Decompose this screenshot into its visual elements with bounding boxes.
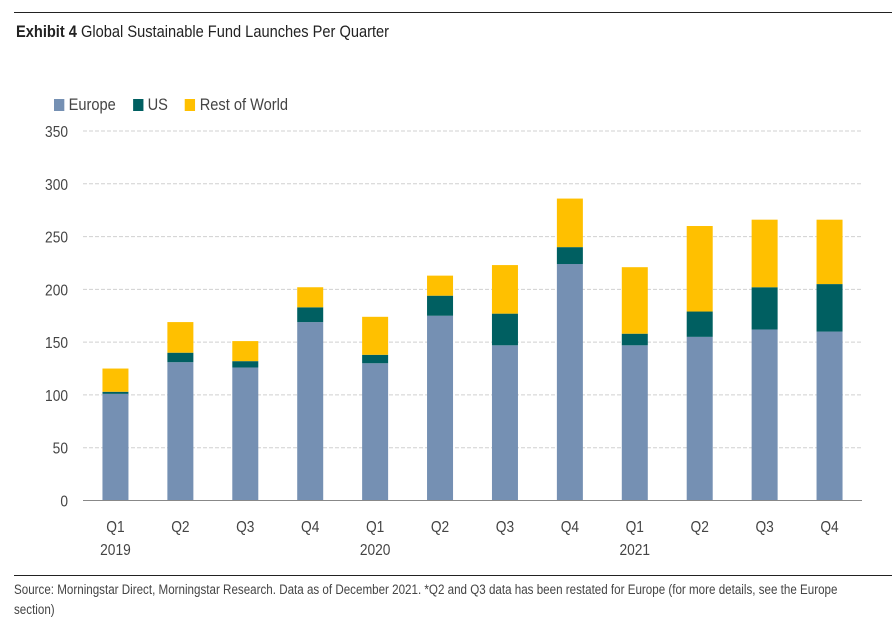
bar-europe bbox=[232, 367, 259, 501]
legend-item-us: US bbox=[132, 95, 168, 115]
bar-europe bbox=[751, 329, 778, 501]
bar-europe bbox=[686, 336, 713, 501]
bottom-rule bbox=[14, 575, 892, 576]
bar-europe bbox=[427, 315, 454, 501]
bar-rest-of-world bbox=[102, 368, 129, 392]
bar-rest-of-world bbox=[816, 219, 843, 285]
bar-us bbox=[751, 287, 778, 330]
x-tick-label: Q1 bbox=[106, 518, 124, 536]
x-tick-label: Q1 bbox=[366, 518, 384, 536]
legend-swatch-us bbox=[132, 99, 144, 111]
x-tick-year-label: 2021 bbox=[619, 541, 650, 559]
legend-item-europe: Europe bbox=[54, 95, 116, 115]
y-tick-label: 300 bbox=[45, 176, 68, 194]
bar-rest-of-world bbox=[621, 267, 648, 334]
x-tick-label: Q2 bbox=[171, 518, 189, 536]
x-tick-label: Q2 bbox=[691, 518, 709, 536]
bar-europe bbox=[621, 345, 648, 501]
legend-label-rest-of-world: Rest of World bbox=[199, 95, 289, 114]
y-tick-label: 0 bbox=[60, 493, 68, 511]
y-axis-ticks: 0 50 100 150 200 250 300 350 bbox=[45, 123, 68, 511]
chart-canvas: 0 50 100 150 200 250 300 350 Q1 2019 Q2 Q3 Q4 Q1 2020… bbox=[45, 123, 862, 559]
x-tick-label: Q4 bbox=[301, 518, 319, 536]
bar-rest-of-world bbox=[751, 219, 778, 288]
bar-us bbox=[491, 313, 518, 346]
bar-us bbox=[232, 361, 259, 368]
bar-rest-of-world bbox=[491, 265, 518, 314]
bar-rest-of-world bbox=[427, 275, 454, 296]
bar-us bbox=[621, 333, 648, 346]
y-tick-label: 100 bbox=[45, 387, 68, 405]
legend: Europe US Rest of World bbox=[54, 95, 305, 115]
bar-rest-of-world bbox=[362, 316, 389, 355]
bar-rest-of-world bbox=[297, 287, 324, 308]
bar-europe bbox=[362, 363, 389, 501]
bar-rest-of-world bbox=[556, 198, 583, 248]
legend-swatch-europe bbox=[54, 99, 65, 111]
bar-us bbox=[816, 284, 843, 332]
bar-europe bbox=[102, 393, 129, 501]
bar-us bbox=[297, 307, 324, 323]
bars bbox=[102, 198, 843, 501]
bar-rest-of-world bbox=[686, 226, 713, 312]
bar-europe bbox=[167, 362, 194, 501]
bar-us bbox=[686, 311, 713, 337]
bar-us bbox=[362, 354, 389, 364]
x-tick-label: Q3 bbox=[496, 518, 514, 536]
x-axis-ticks: Q1 2019 Q2 Q3 Q4 Q1 2020 Q2 Q3 Q4 Q1 2021 Q2 Q3 Q4 bbox=[100, 518, 839, 559]
y-tick-label: 150 bbox=[45, 334, 68, 352]
title-text: Global Sustainable Fund Launches Per Qua… bbox=[81, 22, 390, 41]
x-tick-year-label: 2020 bbox=[360, 541, 391, 559]
bar-us bbox=[556, 247, 583, 265]
legend-swatch-rest-of-world bbox=[185, 99, 196, 111]
chart-title: Exhibit 4 Global Sustainable Fund Launch… bbox=[16, 22, 389, 42]
bar-us bbox=[102, 391, 129, 394]
legend-item-rest-of-world: Rest of World bbox=[185, 95, 288, 115]
x-tick-label: Q1 bbox=[626, 518, 644, 536]
legend-label-europe: Europe bbox=[68, 95, 116, 114]
bar-us bbox=[167, 352, 194, 363]
y-tick-label: 250 bbox=[45, 229, 68, 247]
x-tick-label: Q3 bbox=[236, 518, 254, 536]
bar-europe bbox=[556, 264, 583, 501]
bar-rest-of-world bbox=[232, 341, 259, 362]
gridlines bbox=[83, 130, 862, 449]
x-tick-label: Q3 bbox=[755, 518, 773, 536]
y-tick-label: 200 bbox=[45, 281, 68, 299]
legend-label-us: US bbox=[147, 95, 168, 114]
exhibit-label: Exhibit 4 bbox=[16, 22, 77, 41]
bar-europe bbox=[297, 322, 324, 501]
top-rule bbox=[14, 12, 892, 13]
y-tick-label: 350 bbox=[45, 123, 68, 141]
bar-rest-of-world bbox=[167, 322, 194, 353]
x-tick-label: Q2 bbox=[431, 518, 449, 536]
source-note: Source: Morningstar Direct, Morningstar … bbox=[14, 582, 838, 617]
bar-europe bbox=[491, 345, 518, 501]
y-tick-label: 50 bbox=[53, 440, 68, 458]
x-tick-label: Q4 bbox=[820, 518, 838, 536]
x-tick-year-label: 2019 bbox=[100, 541, 131, 559]
bar-europe bbox=[816, 331, 843, 501]
bar-us bbox=[427, 295, 454, 316]
x-tick-label: Q4 bbox=[561, 518, 579, 536]
